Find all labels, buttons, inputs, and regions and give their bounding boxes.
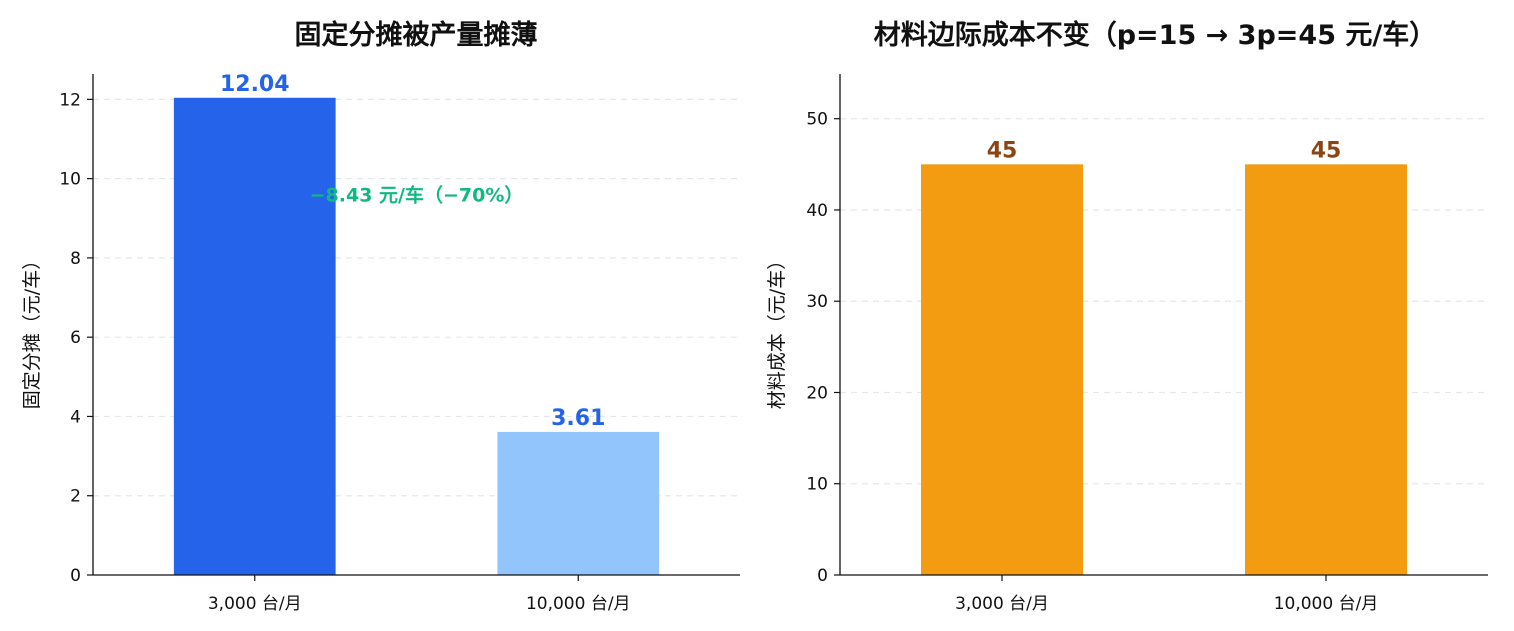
chart-2-x-tick-label: 3,000 台/月 (955, 594, 1049, 614)
chart-1-data-label: 3.61 (551, 406, 605, 431)
chart-1-x-tick-label: 3,000 台/月 (208, 594, 302, 614)
chart-2-y-tick-label: 30 (806, 292, 828, 312)
chart-2-data-label: 45 (987, 138, 1018, 163)
chart-2-bar (921, 164, 1083, 575)
chart-2-y-tick-label: 20 (806, 383, 828, 403)
chart-2-x-tick-label: 10,000 台/月 (1274, 594, 1379, 614)
chart-1-y-tick-label: 10 (59, 170, 81, 190)
chart-1-bar (497, 431, 660, 575)
chart-2-title: 材料边际成本不变（p=15 → 3p=45 元/车） (874, 19, 1437, 51)
chart-1-bar (173, 97, 336, 575)
chart-1-y-tick-label: 8 (70, 249, 81, 269)
chart-2-y-tick-label: 50 (806, 110, 828, 130)
chart-1-y-tick-label: 6 (70, 328, 81, 348)
chart-1-y-axis-label: 固定分摊（元/车） (21, 251, 43, 409)
chart-1-title: 固定分摊被产量摊薄 (295, 19, 538, 51)
chart-2-y-axis-label: 材料成本（元/车） (766, 251, 788, 409)
chart-2-y-tick-label: 10 (806, 475, 828, 495)
chart-1-y-tick-label: 12 (59, 90, 81, 110)
chart-1-x-tick-label: 10,000 台/月 (526, 594, 631, 614)
chart-1-annotation: −8.43 元/车（−70%） (310, 183, 524, 206)
chart-2-data-label: 45 (1311, 138, 1342, 163)
chart-2-y-tick-label: 0 (817, 566, 828, 586)
chart-1-y-tick-label: 4 (70, 407, 81, 427)
chart-1-data-label: 12.04 (220, 72, 290, 97)
chart-1-y-tick-label: 0 (70, 566, 81, 586)
chart-2-y-tick-label: 40 (806, 201, 828, 221)
chart-2-bar (1245, 164, 1407, 575)
chart-1-y-tick-label: 2 (70, 487, 81, 507)
